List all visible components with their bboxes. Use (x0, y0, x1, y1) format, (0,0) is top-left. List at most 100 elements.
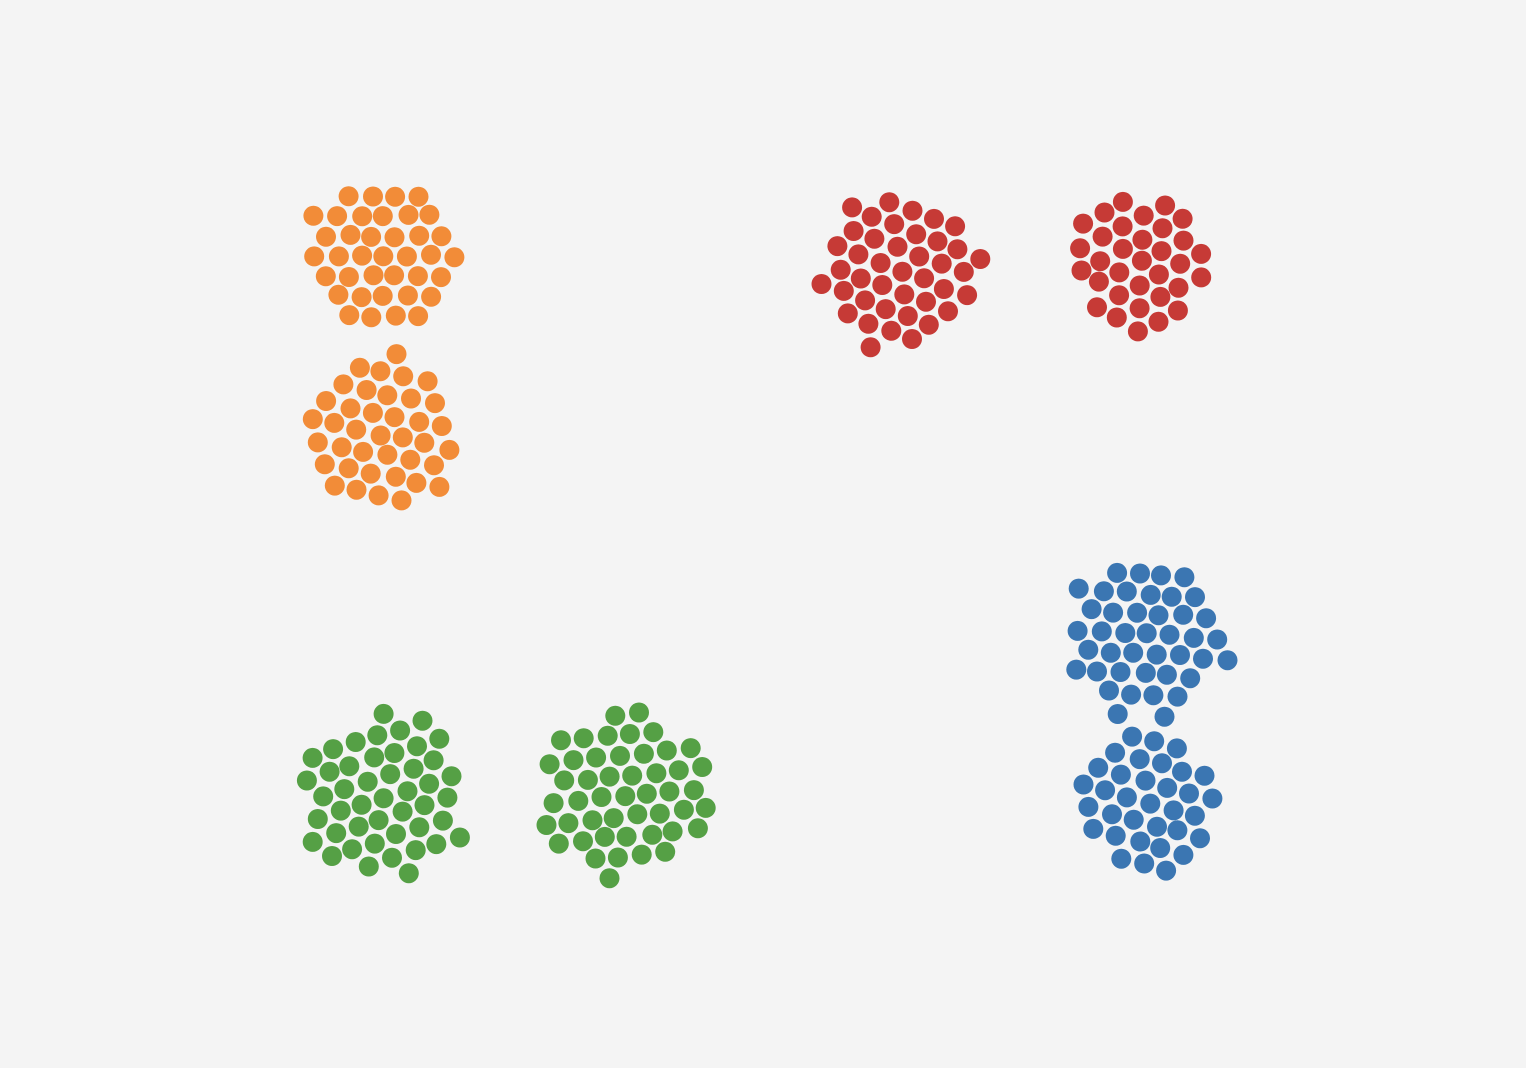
green-dot (357, 771, 378, 792)
green-dot (656, 740, 677, 761)
green-dot (558, 813, 579, 834)
orange-dot (302, 409, 323, 430)
blue-dot (1103, 602, 1124, 623)
green-dot (586, 747, 607, 768)
orange-dot (339, 305, 360, 326)
blue-dot (1152, 753, 1172, 774)
green-dot (397, 781, 418, 802)
green-dot (649, 803, 670, 824)
red-dot (1173, 230, 1194, 251)
green-dot (403, 758, 424, 779)
red-dot (1087, 297, 1107, 318)
red-dot (1191, 267, 1212, 288)
blue-dot (1100, 642, 1121, 663)
blue-dot (1190, 828, 1210, 849)
blue-dot (1173, 604, 1194, 625)
red-group (811, 191, 1212, 358)
orange-dot (386, 344, 407, 365)
red-dot (957, 285, 978, 306)
red-dot (1133, 205, 1154, 226)
green-dot (585, 848, 606, 869)
blue-dot (1130, 563, 1150, 584)
red-cluster-2 (1070, 191, 1212, 342)
orange-dot (384, 227, 405, 248)
orange-dot (384, 407, 405, 428)
blue-dot (1148, 605, 1169, 626)
green-dot (631, 844, 652, 865)
green-dot (358, 856, 379, 877)
green-dot (573, 831, 593, 852)
red-dot (1168, 277, 1189, 298)
blue-dot (1127, 602, 1148, 623)
orange-dot (346, 419, 367, 440)
red-dot (860, 337, 881, 358)
green-dot (382, 847, 402, 868)
red-dot (830, 259, 851, 280)
green-dot (568, 790, 589, 811)
blue-dot (1115, 623, 1136, 643)
green-dot (680, 738, 701, 759)
red-dot (1109, 262, 1130, 283)
orange-dot (304, 246, 325, 267)
orange-dot (316, 391, 337, 411)
green-dot (364, 833, 385, 854)
red-dot (833, 280, 854, 301)
red-dot (1127, 321, 1148, 342)
orange-dot (385, 466, 406, 487)
green-dot (577, 769, 598, 790)
blue-dot (1194, 765, 1215, 786)
blue-group (1066, 562, 1238, 881)
red-dot (884, 214, 905, 235)
orange-dot (419, 204, 440, 225)
red-dot (1070, 238, 1091, 259)
green-dot (633, 743, 654, 764)
green-group (296, 702, 716, 889)
green-dot (441, 766, 462, 787)
green-dot (405, 840, 426, 861)
orange-dot (327, 206, 348, 227)
green-dot (398, 863, 419, 884)
red-dot (927, 231, 948, 252)
green-dot (683, 780, 704, 801)
red-dot (858, 313, 879, 334)
blue-dot (1146, 644, 1167, 665)
blue-dot (1102, 804, 1122, 825)
red-dot (887, 236, 908, 257)
red-dot (897, 306, 918, 326)
red-dot (1151, 241, 1172, 262)
blue-dot (1173, 844, 1194, 865)
green-dot (345, 732, 366, 752)
blue-dot (1105, 742, 1126, 763)
orange-dot (424, 455, 444, 476)
blue-dot (1068, 578, 1089, 599)
red-dot (864, 228, 885, 249)
green-dot (659, 781, 680, 802)
orange-dot (370, 361, 391, 382)
orange-dot (324, 475, 345, 496)
green-dot (302, 747, 323, 768)
green-dot (307, 809, 328, 829)
blue-dot (1157, 777, 1178, 798)
green-dot (342, 839, 363, 860)
red-dot (872, 275, 893, 295)
green-dot (591, 787, 612, 807)
green-dot (548, 833, 569, 854)
red-dot (1148, 264, 1169, 285)
green-dot (392, 801, 413, 822)
orange-dot (353, 441, 374, 462)
orange-dot (400, 449, 421, 470)
green-dot (539, 754, 560, 775)
orange-dot (408, 186, 429, 207)
orange-dot (444, 247, 465, 268)
green-dot (597, 725, 618, 746)
blue-dot (1121, 684, 1142, 705)
green-dot (599, 766, 620, 787)
green-dot (646, 763, 667, 784)
green-dot (554, 770, 575, 791)
red-dot (924, 208, 944, 229)
blue-dot (1081, 599, 1102, 620)
red-dot (1155, 195, 1176, 216)
orange-dot (385, 305, 406, 326)
